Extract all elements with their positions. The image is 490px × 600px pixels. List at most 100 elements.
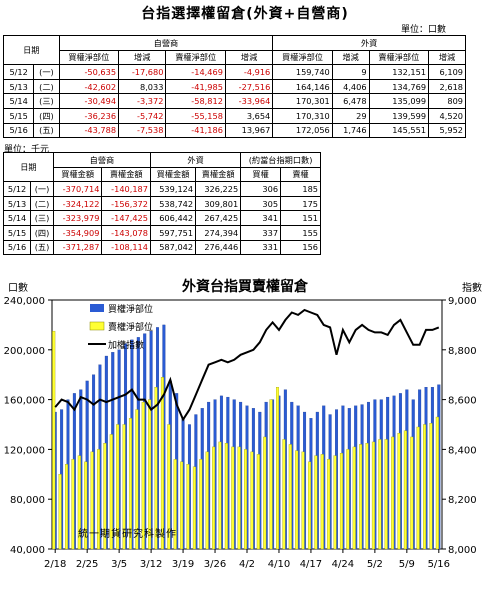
put-bar bbox=[282, 439, 286, 550]
put-bar bbox=[327, 459, 331, 550]
table-cell: -17,680 bbox=[118, 64, 167, 80]
row-date: 5/13 bbox=[2, 78, 35, 95]
row-weekday: (四) bbox=[30, 224, 54, 241]
table-cell: 134,769 bbox=[368, 78, 430, 95]
table-cell: 606,442 bbox=[149, 210, 197, 226]
put-bar bbox=[135, 409, 139, 550]
table-cell: 326,225 bbox=[195, 181, 242, 197]
table-cell: 305 bbox=[240, 195, 282, 212]
table-cell: -14,469 bbox=[165, 64, 226, 80]
put-bar bbox=[128, 418, 132, 550]
table-cell: 3,654 bbox=[224, 107, 274, 124]
lots-table: 日期 自營商 外資 買權淨部位 增減 賣權淨部位 增減 買權淨部位 增減 賣權淨… bbox=[2, 34, 466, 139]
column-header: 賣權金額 bbox=[101, 166, 151, 183]
table-cell: 5,952 bbox=[428, 122, 466, 139]
put-bar bbox=[371, 441, 375, 550]
table-cell: -108,114 bbox=[101, 239, 151, 256]
put-bar bbox=[180, 461, 184, 550]
table-row: 5/13 (二) -324,122 -156,372 538,742 309,801 305… bbox=[2, 195, 321, 212]
x-tick-label: 4/2 bbox=[239, 559, 255, 570]
x-tick-label: 3/19 bbox=[172, 559, 194, 570]
table-row: 5/12 (一) -50,635 -17,680 -14,469 -4,916 159,74… bbox=[2, 64, 466, 80]
column-header: 買權金額 bbox=[52, 166, 103, 183]
put-bar bbox=[263, 436, 267, 550]
row-date: 5/16 bbox=[2, 122, 35, 139]
put-bar bbox=[346, 449, 350, 550]
table-cell: -36,236 bbox=[58, 107, 120, 124]
put-bar bbox=[199, 459, 203, 550]
put-bar bbox=[122, 424, 126, 550]
table-cell: 139,599 bbox=[368, 107, 430, 124]
column-header: 買權金額 bbox=[149, 166, 197, 183]
table-cell: 175 bbox=[280, 195, 321, 212]
y-tick-label: 40,000 bbox=[10, 545, 45, 556]
put-bar bbox=[116, 424, 120, 550]
row-weekday: (二) bbox=[33, 78, 60, 95]
column-header: 增減 bbox=[224, 49, 274, 66]
index-line bbox=[54, 308, 440, 422]
table-cell: 172,056 bbox=[272, 122, 333, 139]
unit-money-label: 單位：千元 bbox=[4, 145, 50, 155]
put-bar bbox=[109, 434, 113, 550]
column-header: 增減 bbox=[331, 49, 370, 66]
row-weekday: (三) bbox=[33, 93, 60, 109]
column-header: 買權淨部位 bbox=[58, 49, 120, 66]
table-cell: 151 bbox=[280, 210, 321, 226]
put-bar bbox=[160, 377, 164, 550]
y2-axis-label: 指數 bbox=[462, 281, 482, 294]
table-cell: 539,124 bbox=[149, 181, 197, 197]
table-row: 5/13 (二) -42,602 8,033 -41,985 -27,516 164,146… bbox=[2, 78, 466, 95]
table-row: 5/16 (五) -371,287 -108,114 587,042 276,446 331… bbox=[2, 239, 321, 256]
column-header: 買權淨部位 bbox=[272, 49, 333, 66]
table-cell: 145,551 bbox=[368, 122, 430, 139]
column-header: 賣權淨部位 bbox=[368, 49, 430, 66]
row-date: 5/14 bbox=[2, 210, 32, 226]
table-cell: 337 bbox=[240, 224, 282, 241]
put-bar bbox=[192, 466, 196, 550]
positions-chart: 外資台指買賣權留倉 口數 指數 40,000 80,000 120,000 160,0… bbox=[4, 278, 482, 570]
bars-layer bbox=[52, 324, 441, 550]
table-cell: 8,033 bbox=[118, 78, 167, 95]
column-header: 賣權金額 bbox=[195, 166, 242, 183]
y-axis: 40,000 80,000 120,000 160,000 200,000 240,000 bbox=[4, 296, 52, 556]
table-cell: 29 bbox=[331, 107, 370, 124]
x-tick-label: 5/16 bbox=[428, 559, 450, 570]
put-bar bbox=[250, 451, 254, 550]
put-bar bbox=[58, 474, 62, 550]
x-tick-label: 3/26 bbox=[204, 559, 226, 570]
table-cell: 4,406 bbox=[331, 78, 370, 95]
put-bar bbox=[423, 424, 427, 550]
table-cell: -30,494 bbox=[58, 93, 120, 109]
table-cell: 341 bbox=[240, 210, 282, 226]
put-bar bbox=[148, 399, 152, 550]
table-cell: 538,742 bbox=[149, 195, 197, 212]
table-cell: -55,158 bbox=[165, 107, 226, 124]
table-cell: -33,964 bbox=[224, 93, 274, 109]
table-cell: 9 bbox=[331, 64, 370, 80]
column-header: 賣權 bbox=[280, 166, 321, 183]
y-tick-label: 240,000 bbox=[4, 296, 45, 307]
y2-tick-label: 9,000 bbox=[448, 296, 477, 307]
y2-tick-label: 8,600 bbox=[448, 396, 477, 407]
table-cell: -140,187 bbox=[101, 181, 151, 197]
table-cell: 164,146 bbox=[272, 78, 333, 95]
put-bar bbox=[154, 387, 158, 550]
legend-label-put: 賣權淨部位 bbox=[108, 321, 153, 333]
table-cell: -370,714 bbox=[52, 181, 103, 197]
row-weekday: (三) bbox=[30, 210, 54, 226]
x-tick-label: 3/5 bbox=[111, 559, 127, 570]
legend-swatch-call bbox=[90, 304, 104, 312]
column-header: 買權 bbox=[240, 166, 282, 183]
table-cell: 4,520 bbox=[428, 107, 466, 124]
x-tick-label: 4/24 bbox=[332, 559, 354, 570]
table-cell: -147,425 bbox=[101, 210, 151, 226]
y-tick-label: 160,000 bbox=[4, 396, 45, 407]
table-cell: 274,394 bbox=[195, 224, 242, 241]
x-tick-label: 2/25 bbox=[76, 559, 98, 570]
amount-table: 日期 自營商 外資 (約當台指期口數) 買權金額 賣權金額 買權金額 賣權金額 … bbox=[2, 151, 321, 256]
table-cell: 13,967 bbox=[224, 122, 274, 139]
table-cell: 132,151 bbox=[368, 64, 430, 80]
unit-lots-label: 單位：口數 bbox=[400, 25, 446, 35]
table-cell: 6,109 bbox=[428, 64, 466, 80]
table-cell: -371,287 bbox=[52, 239, 103, 256]
